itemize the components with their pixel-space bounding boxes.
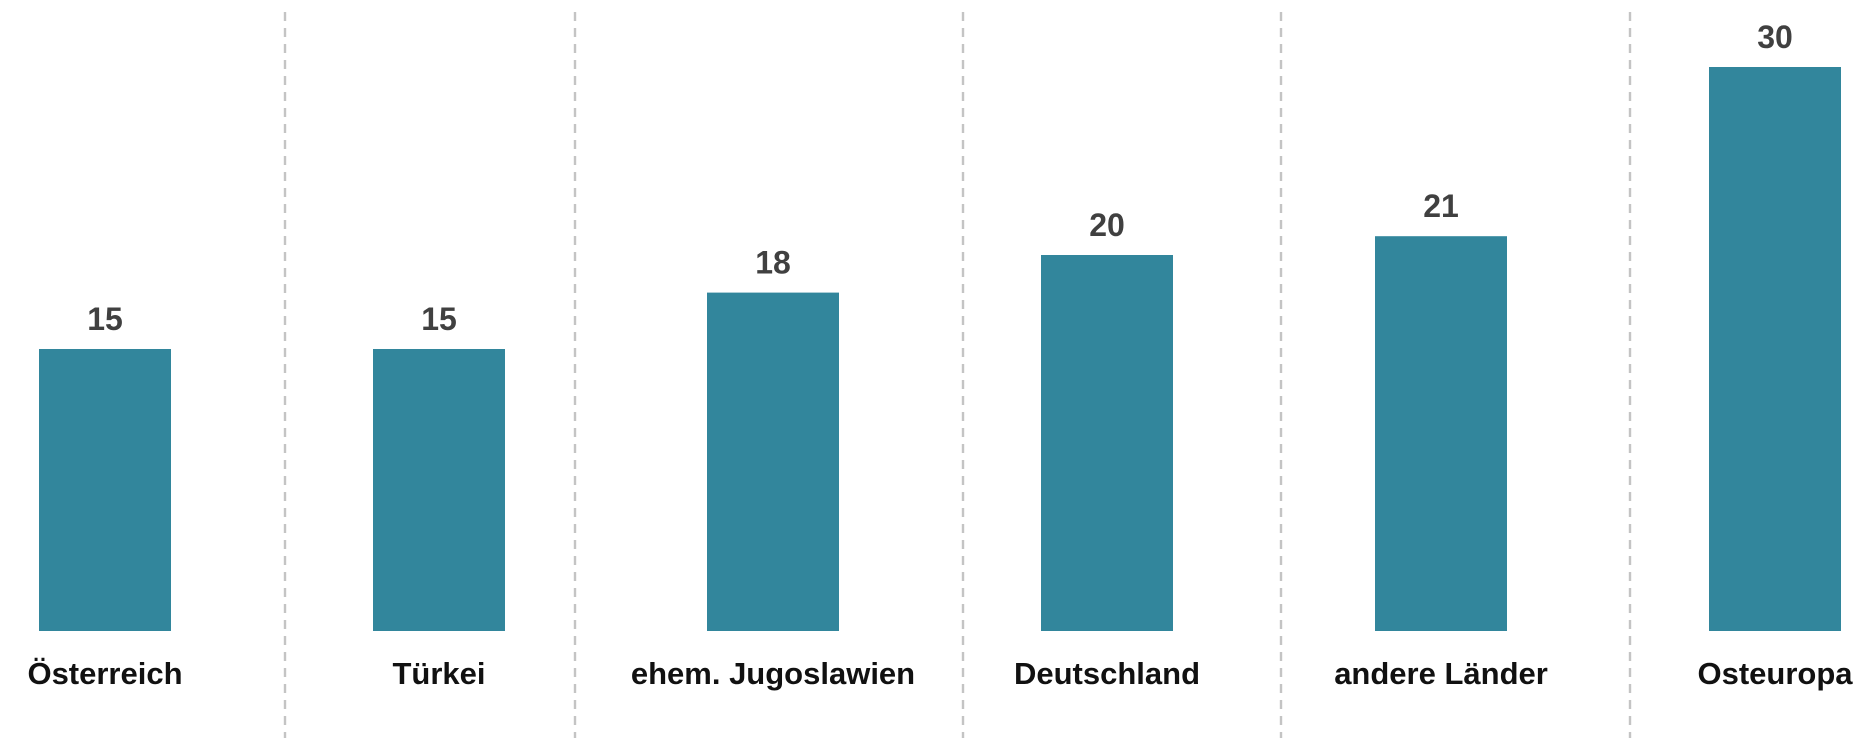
category-label: Österreich xyxy=(27,656,182,691)
value-label: 30 xyxy=(1757,19,1793,55)
value-label: 15 xyxy=(421,301,457,337)
category-label: Osteuropa xyxy=(1697,656,1853,691)
value-label: 15 xyxy=(87,301,123,337)
value-label: 20 xyxy=(1089,207,1125,243)
category-label: Deutschland xyxy=(1014,656,1200,691)
bar xyxy=(373,349,505,631)
bar xyxy=(39,349,171,631)
bar xyxy=(707,292,839,631)
value-label: 21 xyxy=(1423,188,1459,224)
category-label: Türkei xyxy=(392,656,485,691)
value-label: 18 xyxy=(755,245,791,281)
bar xyxy=(1041,255,1173,631)
category-label: andere Länder xyxy=(1334,656,1548,691)
bar xyxy=(1709,67,1841,631)
bar xyxy=(1375,236,1507,631)
category-label: ehem. Jugoslawien xyxy=(631,656,915,691)
